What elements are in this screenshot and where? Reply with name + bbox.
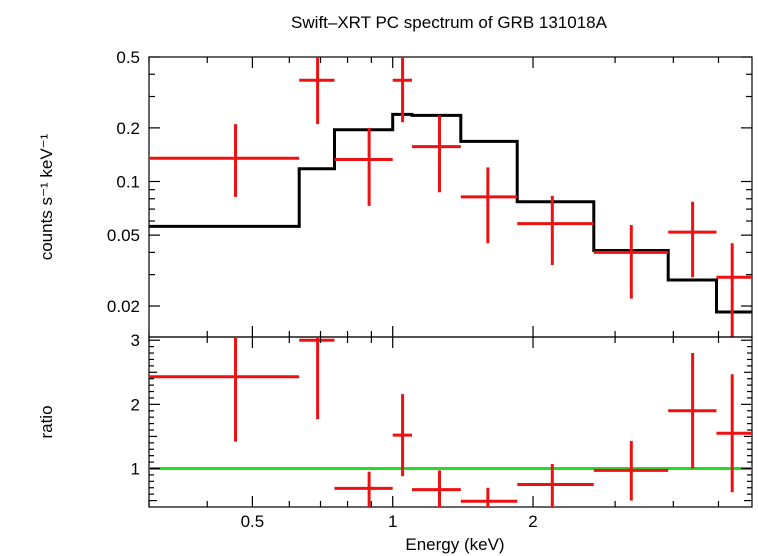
spectrum-y-tick-label: 0.05	[107, 226, 140, 245]
spectrum-axis-ticks: 0.02 0.05 0.1 0.2 0.5	[107, 48, 752, 337]
chart-title: Swift–XRT PC spectrum of GRB 131018A	[291, 13, 608, 32]
ratio-data-point	[392, 394, 413, 477]
x-tick-label: 2	[528, 512, 537, 531]
spectrum-data-point	[299, 57, 335, 125]
spectrum-plot-area	[148, 56, 753, 338]
spectrum-model-layer	[149, 112, 752, 314]
spectrum-data-point	[716, 243, 752, 337]
spectrum-y-tick-label: 0.2	[116, 119, 140, 138]
ratio-data-point	[334, 471, 393, 507]
x-tick-label: 1	[388, 512, 397, 531]
spectrum-data-point	[412, 115, 461, 193]
ratio-data-point	[716, 374, 752, 493]
spectrum-data-point	[593, 224, 669, 299]
spectrum-y-axis-label: counts s⁻¹ keV⁻¹	[37, 133, 56, 260]
spectrum-data-layer	[149, 57, 752, 337]
x-tick-label: 0.5	[241, 512, 265, 531]
spectrum-data-point	[460, 167, 518, 244]
ratio-data-point	[668, 353, 717, 469]
spectrum-y-tick-label: 0.5	[116, 48, 140, 67]
ratio-y-tick-label: 3	[131, 331, 140, 350]
spectrum-y-tick-label: 0.02	[107, 297, 140, 316]
spectrum-data-point	[668, 201, 717, 278]
ratio-data-point	[460, 487, 518, 507]
spectrum-data-point	[334, 127, 393, 206]
ratio-data-point	[299, 337, 335, 420]
spectrum-panel: 0.02 0.05 0.1 0.2 0.5 counts s⁻¹ keV⁻¹	[37, 48, 753, 338]
ratio-panel: 1 2 3 0.5 1 2 ratio	[37, 331, 753, 531]
ratio-data-point	[593, 440, 669, 501]
spectrum-data-point	[149, 124, 300, 197]
spectrum-y-tick-label: 0.1	[116, 173, 140, 192]
ratio-axis-ticks: 1 2 3 0.5 1 2	[131, 331, 752, 531]
x-axis-label: Energy (keV)	[405, 535, 504, 554]
ratio-data-point	[149, 337, 300, 442]
spectrum-data-point	[392, 57, 413, 123]
spectrum-model-step-line	[149, 112, 752, 314]
ratio-y-tick-label: 2	[131, 395, 140, 414]
ratio-data-point	[517, 464, 594, 507]
ratio-data-layer	[149, 337, 752, 507]
ratio-data-point	[412, 470, 461, 507]
ratio-y-tick-label: 1	[131, 460, 140, 479]
spectrum-data-point	[517, 195, 594, 265]
ratio-y-axis-label: ratio	[37, 405, 56, 438]
ratio-plot-area	[148, 336, 753, 508]
